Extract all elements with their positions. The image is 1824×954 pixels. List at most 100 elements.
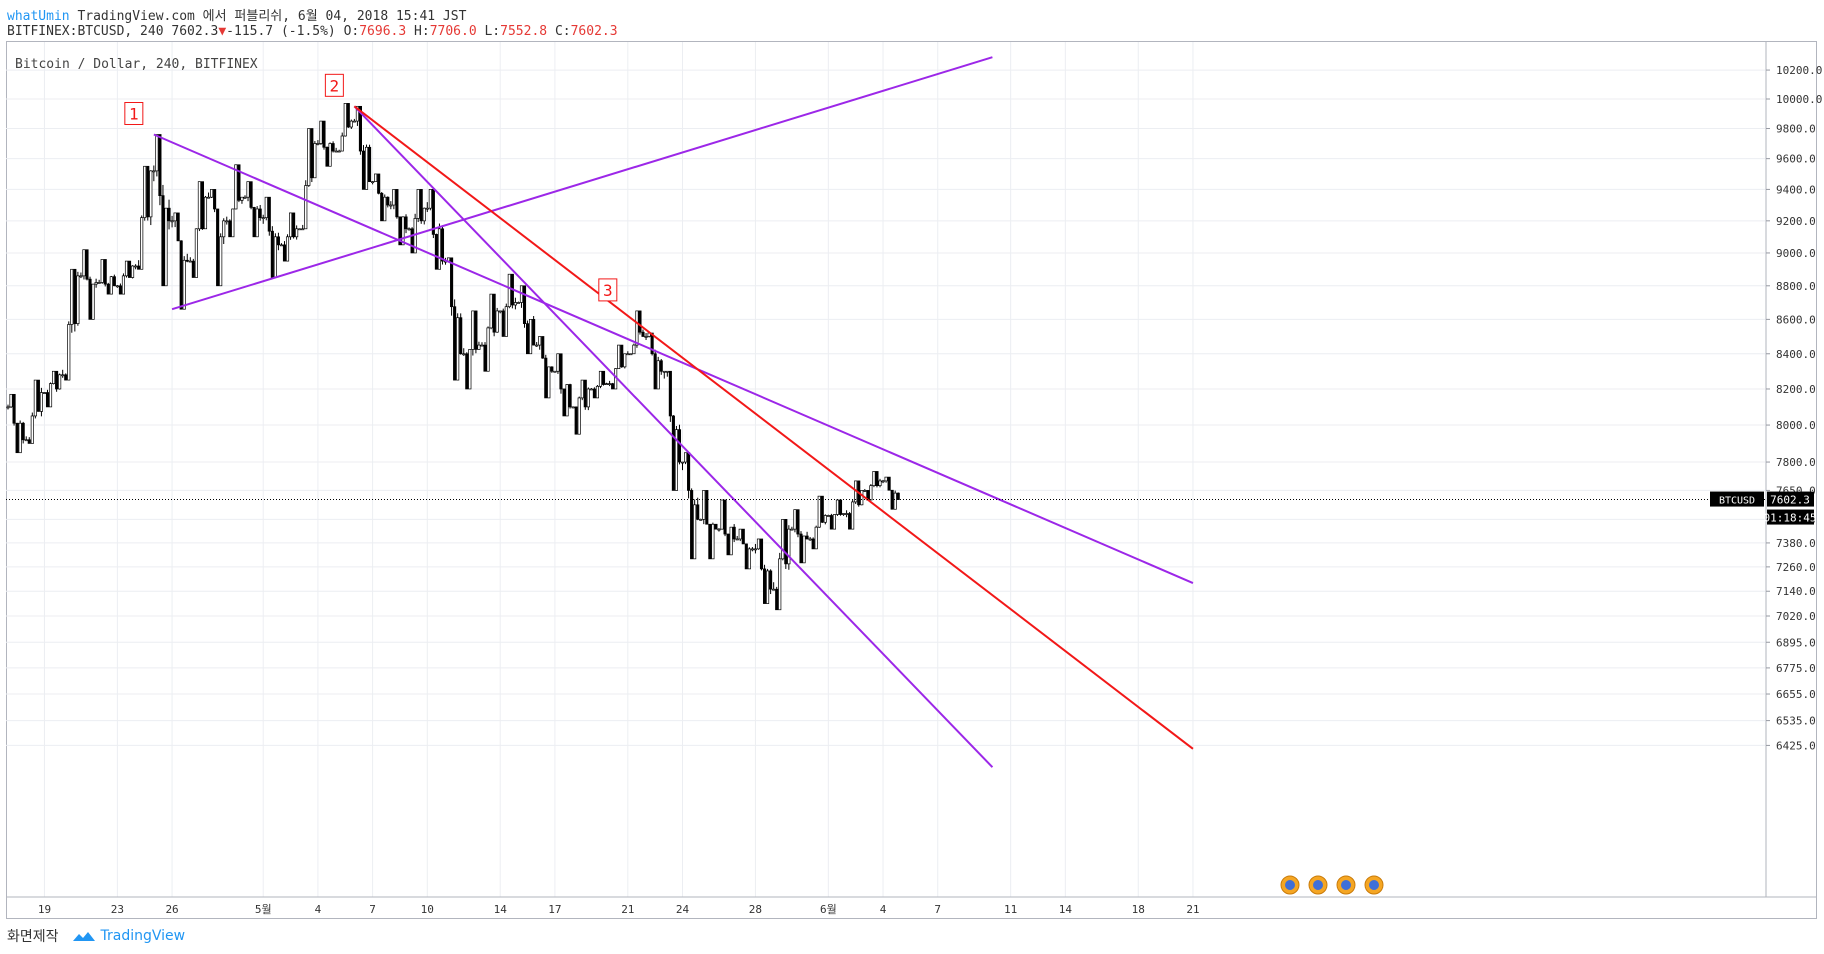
symbol-header: BITFINEX:BTCUSD, 240 7602.3▼-115.7 (-1.5… [7,24,618,39]
candle-body [383,196,387,222]
candle-body [310,128,314,179]
candle-body [811,538,815,550]
candle-body [170,220,174,223]
candle-body [228,220,232,238]
candle-body [799,533,803,564]
candle-body [203,196,208,230]
candle-body [264,196,268,219]
candle-body [820,495,824,523]
tradingview-logo[interactable]: TradingView [71,928,186,944]
candle-body [480,344,484,347]
candle-body [717,528,721,531]
candle-body [526,323,530,355]
candle-body [64,374,68,381]
candle-body [109,276,113,295]
candle-body [368,146,372,183]
candle-body [450,257,454,308]
candle-body [267,196,271,232]
candle-body [823,515,827,523]
event-flag-icon-inner [1369,880,1379,890]
candle-body [650,332,654,355]
candle-body [835,499,840,515]
candle-body [213,189,217,210]
y-tick-label: 9000.0 [1776,247,1816,260]
candle-body [39,392,43,412]
candle-body [541,336,545,359]
candle-body [276,236,280,246]
candle-body [307,128,311,186]
y-tick-label: 10000.0 [1776,93,1822,106]
candle-body [766,570,770,604]
x-tick-label: 7 [369,903,376,916]
open-value: 7696.3 [359,24,407,39]
candle-body [304,185,308,230]
y-tick-label: 6775.0 [1776,662,1816,675]
candle-body [24,439,28,442]
brand-name: TradingView [100,928,186,944]
tradingview-cloud-icon [72,932,95,941]
candle-body [623,353,627,368]
candle-body [532,319,536,346]
x-tick-label: 19 [38,903,51,916]
candle-body [340,135,344,152]
y-tick-label: 9800.0 [1776,123,1816,136]
candle-body [121,275,126,295]
candle-body [878,480,882,487]
y-tick-label: 6655.0 [1776,688,1816,701]
candle-body [845,513,849,515]
candle-body [9,393,13,408]
candle-body [756,538,761,550]
candle-body [45,392,50,408]
x-tick-label: 14 [1059,903,1073,916]
candle-body [419,189,423,222]
candle-body [620,344,624,368]
close-value: 7602.3 [570,24,618,39]
candle-body [714,523,718,530]
candle-body [301,228,305,231]
red-trendline [353,105,1194,750]
candle-body [255,208,259,238]
candle-body [42,392,47,394]
candle-body [58,374,62,390]
y-tick-label: 7260.0 [1776,561,1816,574]
candle-body [851,501,855,530]
high-value: 7706.0 [429,24,477,39]
candle-body [896,492,900,500]
countdown-tag [1767,509,1814,525]
candle-body [55,370,59,390]
x-tick-label: 26 [165,903,178,916]
candle-body [249,181,253,208]
candle-body [15,422,19,454]
symbol-name: BITFINEX:BTCUSD, 240 [7,24,164,39]
close-label: C: [554,24,571,39]
candle-body [841,513,846,515]
candle-body [598,370,603,387]
candle-body [586,388,590,408]
x-tick-label: 21 [1186,903,1199,916]
event-flag-icon-inner [1313,880,1323,890]
candle-body [522,285,527,324]
author-name[interactable]: whatUmin [7,9,70,24]
candle-body [48,383,53,408]
x-tick-label: 6월 [820,903,837,916]
candle-body [726,533,730,556]
candle-body [699,519,703,521]
candle-body [282,244,287,262]
candle-body [808,538,812,541]
candle-body [115,285,119,288]
candle-body [486,327,490,372]
x-tick-label: 4 [880,903,887,916]
candle-body [471,310,475,350]
chart-frame[interactable] [6,41,1817,919]
candle-body [313,143,317,179]
candle-body [665,370,669,373]
candle-body [881,480,885,483]
candle-body [292,212,296,238]
candle-body [617,344,621,369]
candle-body [781,519,785,560]
y-tick-label: 6535.0 [1776,715,1816,728]
candle-body [298,228,302,231]
candle-body [82,249,86,277]
candle-body [683,452,688,463]
